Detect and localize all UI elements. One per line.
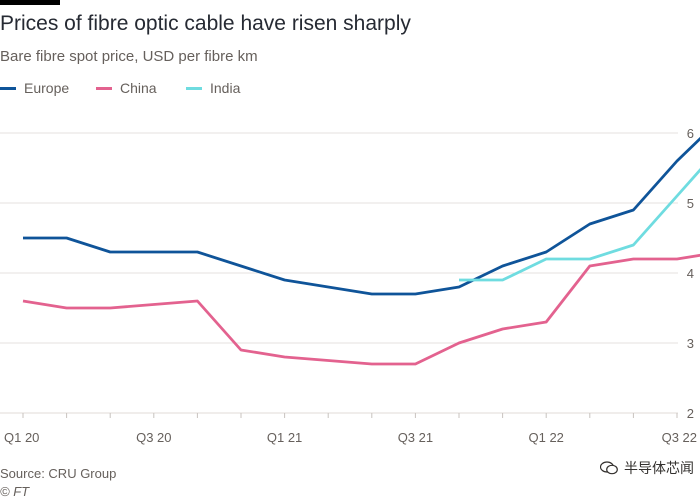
- legend-swatch-europe: [0, 86, 16, 90]
- y-tick-label: 6: [687, 126, 694, 141]
- y-tick-label: 5: [687, 196, 694, 211]
- legend-item-europe: Europe: [0, 80, 96, 96]
- watermark: 半导体芯闻: [600, 458, 694, 478]
- source-note: Source: CRU Group: [0, 466, 117, 481]
- series-line-china: [22, 253, 700, 366]
- y-tick-label: 2: [687, 406, 694, 421]
- series-line-europe: [23, 136, 700, 296]
- copyright-note: © FT: [0, 484, 30, 499]
- chart-subtitle: Bare fibre spot price, USD per fibre km: [0, 48, 258, 65]
- x-tick-label: Q3 20: [136, 430, 171, 445]
- x-tick-label: Q3 21: [398, 430, 433, 445]
- legend: Europe China India: [0, 80, 240, 96]
- x-tick-label: Q1 22: [528, 430, 563, 445]
- legend-label-china: China: [120, 80, 157, 96]
- legend-item-india: India: [186, 80, 240, 96]
- x-tick-label: Q3 22: [662, 430, 697, 445]
- legend-swatch-india: [186, 86, 202, 90]
- y-tick-label: 3: [687, 336, 694, 351]
- watermark-text: 半导体芯闻: [624, 460, 694, 476]
- x-tick-label: Q1 21: [267, 430, 302, 445]
- legend-label-india: India: [210, 80, 241, 96]
- legend-item-china: China: [96, 80, 186, 96]
- y-tick-label: 4: [687, 266, 694, 281]
- x-tick-label: Q1 20: [4, 430, 39, 445]
- legend-swatch-china: [96, 86, 112, 90]
- brand-bar: [0, 0, 60, 5]
- legend-label-europe: Europe: [24, 80, 70, 96]
- chat-bubble-icon: [600, 461, 618, 475]
- series-line-india: [459, 168, 700, 282]
- chart-title: Prices of fibre optic cable have risen s…: [0, 12, 411, 35]
